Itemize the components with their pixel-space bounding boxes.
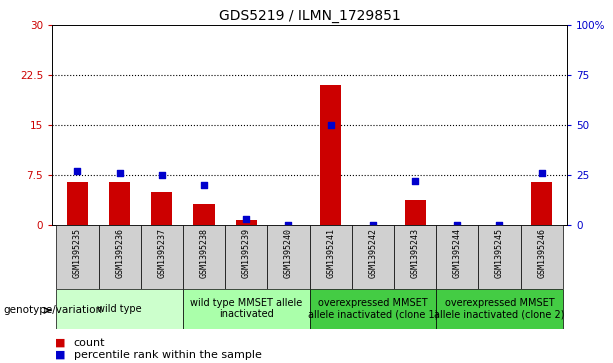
Text: wild type MMSET allele
inactivated: wild type MMSET allele inactivated [190, 298, 302, 319]
Point [410, 178, 420, 184]
Point [115, 170, 124, 176]
Bar [320, 85, 341, 225]
Bar [183, 225, 225, 289]
Point [199, 182, 209, 188]
Text: GSM1395244: GSM1395244 [453, 228, 462, 278]
Text: overexpressed MMSET
allele inactivated (clone 2): overexpressed MMSET allele inactivated (… [434, 298, 565, 319]
Text: GSM1395239: GSM1395239 [242, 228, 251, 278]
Point [537, 170, 547, 176]
Point [284, 222, 294, 228]
Bar [151, 192, 172, 225]
Text: count: count [74, 338, 105, 348]
Text: GSM1395243: GSM1395243 [411, 228, 419, 278]
Text: GSM1395246: GSM1395246 [537, 228, 546, 278]
Point [495, 222, 504, 228]
Bar [225, 225, 267, 289]
Bar [267, 225, 310, 289]
Bar [394, 225, 436, 289]
Bar [310, 289, 436, 329]
Text: ■: ■ [55, 338, 66, 348]
Bar [183, 289, 310, 329]
Bar [56, 225, 99, 289]
Bar [194, 204, 215, 225]
Text: genotype/variation: genotype/variation [3, 305, 102, 315]
Text: GSM1395238: GSM1395238 [200, 228, 208, 278]
Bar [67, 182, 88, 225]
Bar [405, 200, 425, 225]
Bar [436, 289, 563, 329]
Point [368, 222, 378, 228]
Text: wild type: wild type [97, 303, 142, 314]
Bar [520, 225, 563, 289]
Bar [352, 225, 394, 289]
Text: GSM1395241: GSM1395241 [326, 228, 335, 278]
Bar [56, 289, 183, 329]
Text: GSM1395240: GSM1395240 [284, 228, 293, 278]
Bar [531, 182, 552, 225]
Bar [99, 225, 141, 289]
Text: GSM1395242: GSM1395242 [368, 228, 378, 278]
Text: overexpressed MMSET
allele inactivated (clone 1): overexpressed MMSET allele inactivated (… [308, 298, 438, 319]
Text: GSM1395235: GSM1395235 [73, 228, 82, 278]
Text: percentile rank within the sample: percentile rank within the sample [74, 350, 261, 360]
Bar [436, 225, 478, 289]
Title: GDS5219 / ILMN_1729851: GDS5219 / ILMN_1729851 [219, 9, 400, 23]
Text: GSM1395237: GSM1395237 [158, 228, 166, 278]
Point [452, 222, 462, 228]
Point [326, 122, 335, 128]
Point [242, 216, 251, 222]
Bar [109, 182, 130, 225]
Point [72, 168, 82, 174]
Bar [478, 225, 520, 289]
Bar [236, 220, 257, 225]
Text: GSM1395245: GSM1395245 [495, 228, 504, 278]
Text: GSM1395236: GSM1395236 [115, 228, 124, 278]
Bar [310, 225, 352, 289]
Point [157, 172, 167, 178]
Text: ■: ■ [55, 350, 66, 360]
Bar [141, 225, 183, 289]
